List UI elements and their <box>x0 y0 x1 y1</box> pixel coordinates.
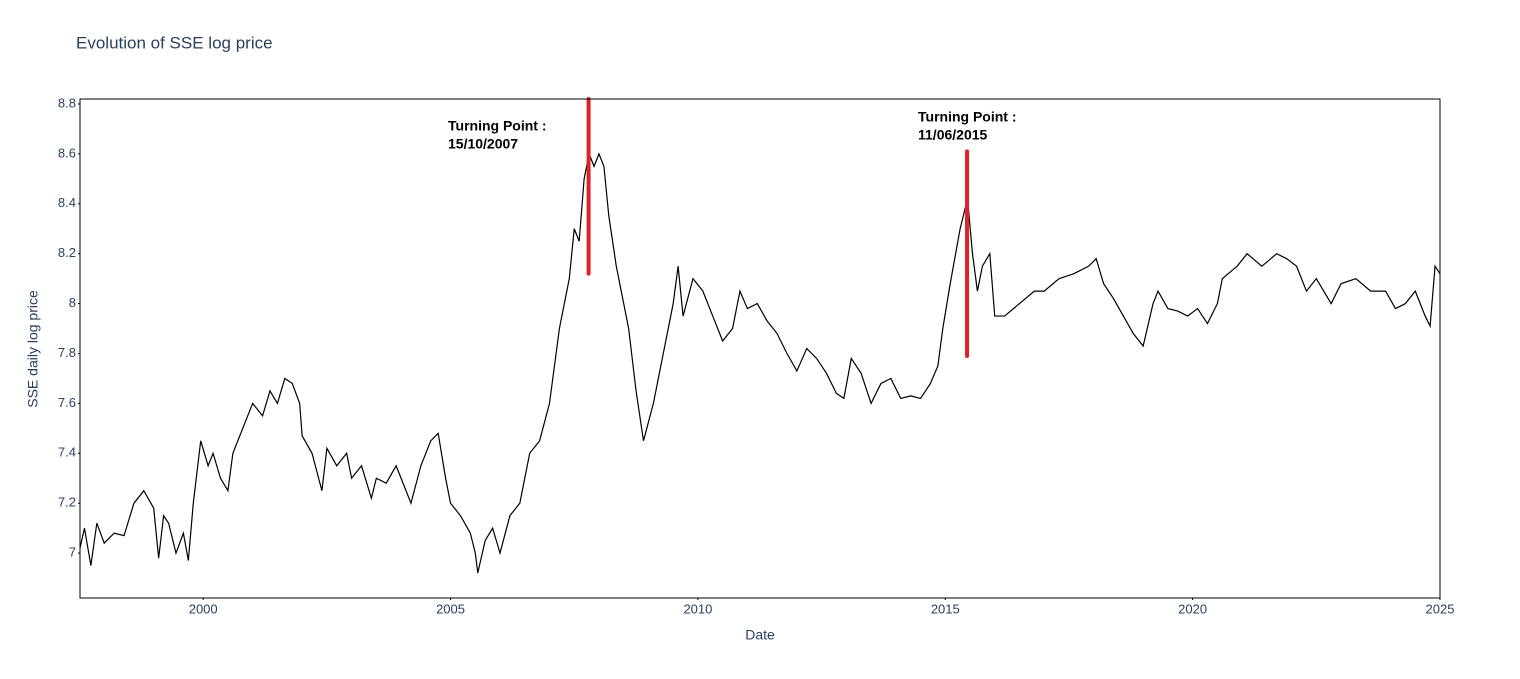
y-tick-label: 7 <box>69 545 76 560</box>
y-tick-label: 7.6 <box>58 395 76 410</box>
price-line <box>79 151 1441 574</box>
y-tick-label: 7.2 <box>58 495 76 510</box>
y-tick-label: 8.6 <box>58 145 76 160</box>
y-axis-title: SSE daily log price <box>25 290 41 408</box>
chart-title: Evolution of SSE log price <box>76 33 273 52</box>
y-tick-label: 8 <box>69 295 76 310</box>
x-tick-label: 2020 <box>1178 601 1207 616</box>
annotation-text: Turning Point : <box>918 109 1017 125</box>
x-tick-label: 2015 <box>931 601 960 616</box>
y-tick-label: 8.2 <box>58 245 76 260</box>
x-tick-label: 2010 <box>683 601 712 616</box>
annotation-text: 11/06/2015 <box>918 127 988 143</box>
y-tick-label: 8.4 <box>58 195 76 210</box>
x-tick-label: 2005 <box>436 601 465 616</box>
annotation-text: Turning Point : <box>448 118 547 134</box>
y-tick-label: 8.8 <box>58 95 76 110</box>
annotation-text: 15/10/2007 <box>448 136 518 152</box>
y-tick-label: 7.4 <box>58 445 76 460</box>
y-tick-label: 7.8 <box>58 345 76 360</box>
x-axis-title: Date <box>745 627 775 643</box>
plot-frame <box>79 98 1441 599</box>
x-tick-label: 2025 <box>1426 601 1455 616</box>
x-tick-label: 2000 <box>189 601 218 616</box>
